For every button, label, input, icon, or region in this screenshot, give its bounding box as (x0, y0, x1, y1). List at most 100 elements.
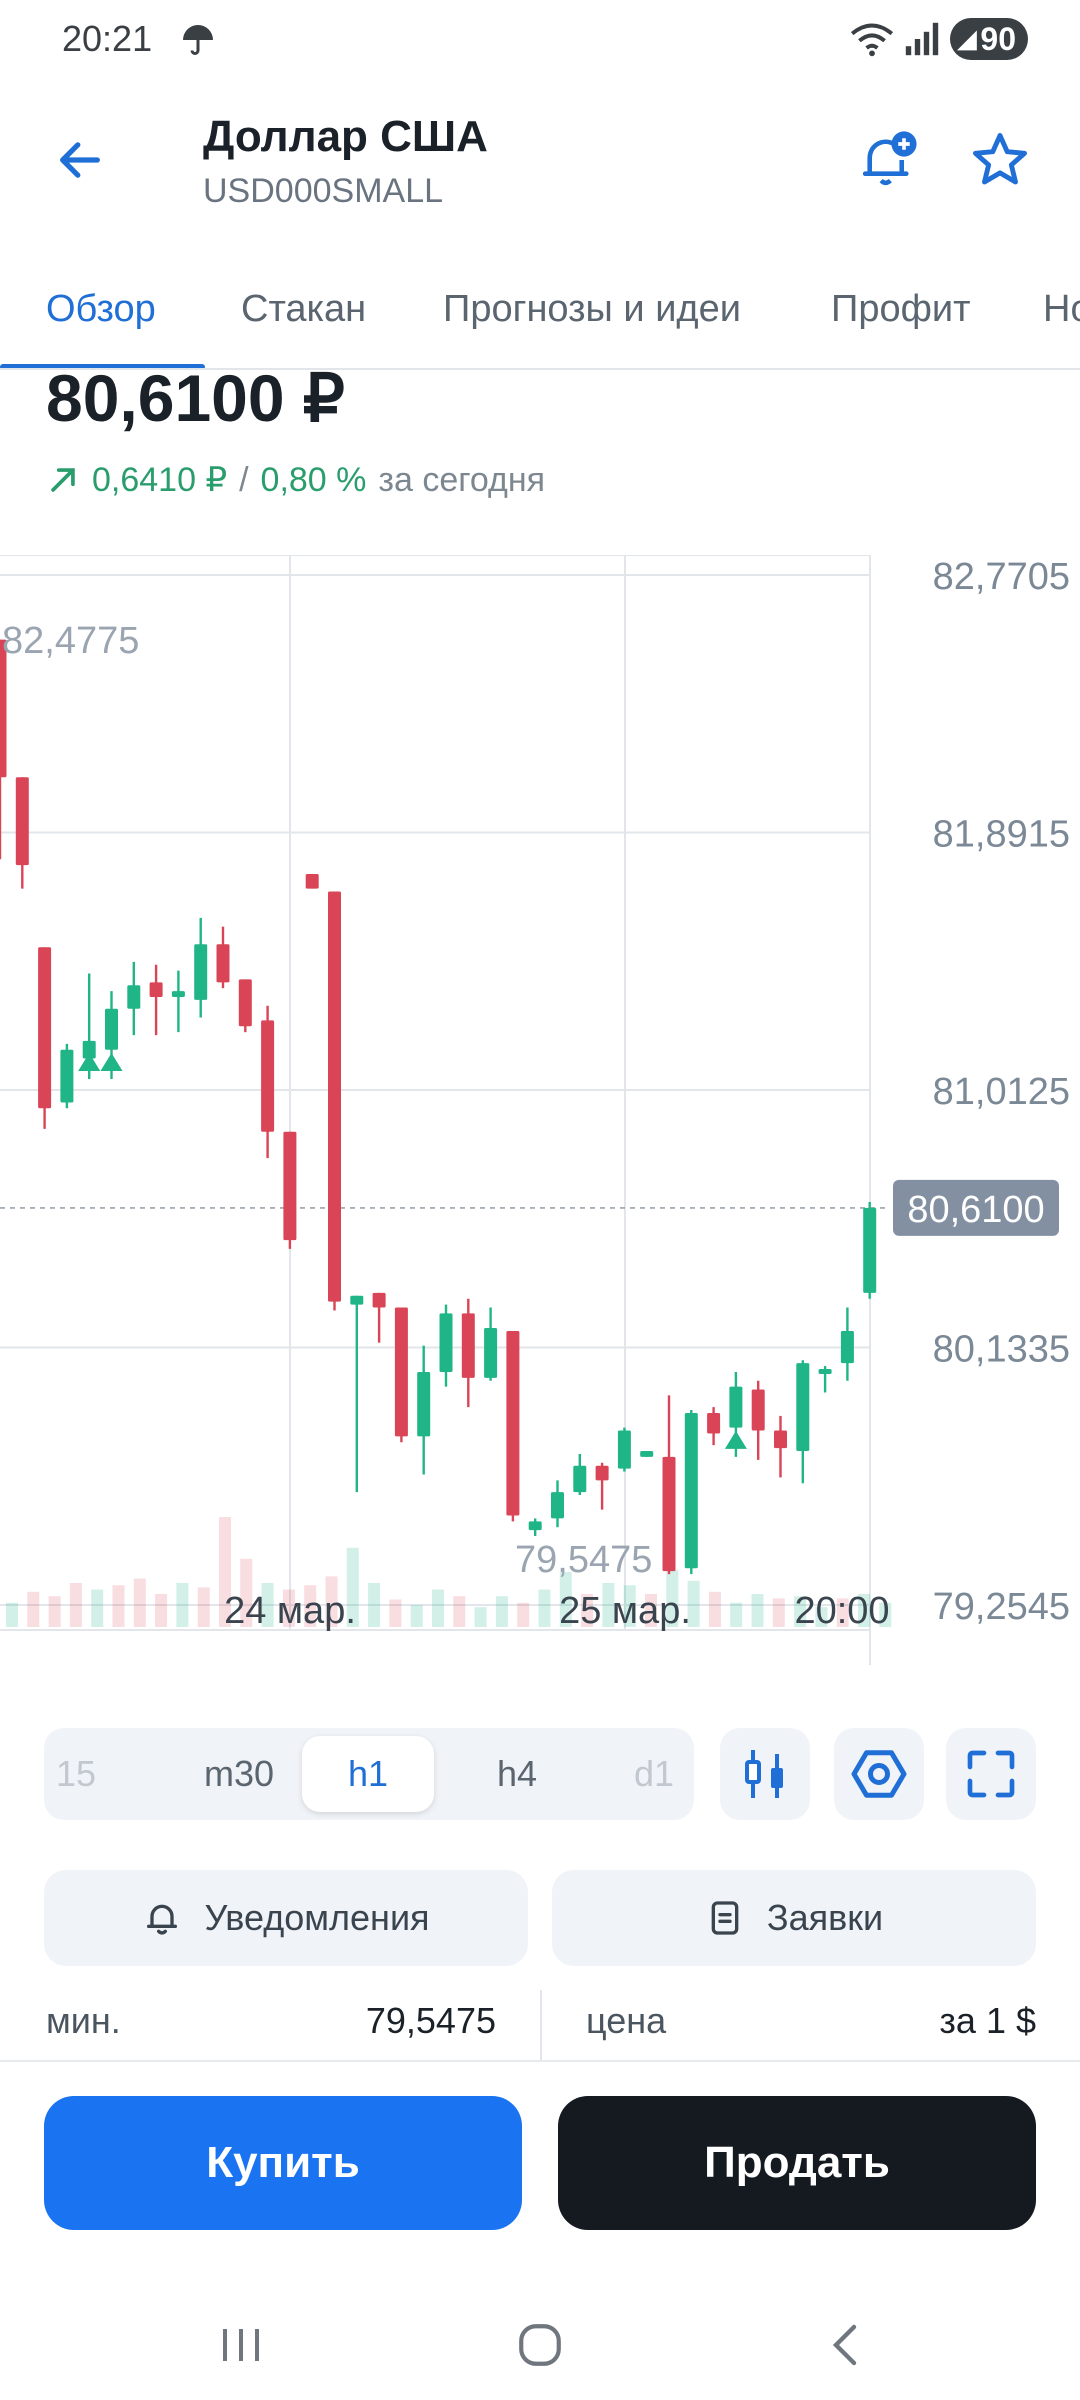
volume-bar (751, 1594, 764, 1627)
min-label: мин. (46, 2000, 121, 2041)
timeframe-d1[interactable]: d1 (633, 1753, 675, 1794)
change-separator: / (239, 460, 249, 499)
orders-label: Заявки (766, 1897, 884, 1938)
document-icon (711, 1901, 739, 1935)
candle-body (283, 1131, 297, 1241)
price-axis-label: 81,0125 (933, 1071, 1070, 1113)
volume-bar (346, 1547, 359, 1627)
tab-orderbook[interactable]: Стакан (241, 288, 367, 330)
volume-bar (474, 1607, 487, 1627)
sell-button[interactable]: Продать (558, 2096, 1036, 2230)
trade-marker (78, 1053, 101, 1072)
stats-divider (540, 1990, 542, 2060)
fullscreen-button[interactable] (946, 1728, 1036, 1820)
tab-profit[interactable]: Профит (831, 288, 971, 330)
volume-bar (48, 1596, 61, 1627)
price-chart[interactable]: 82,7705 81,8915 81,0125 80,1335 79,2545 24 ма… (0, 554, 1080, 1665)
candle-body (640, 1451, 654, 1457)
volume-bar (389, 1599, 402, 1627)
favorite-button[interactable] (964, 124, 1036, 196)
candle-body (573, 1465, 587, 1493)
back-icon (832, 2324, 857, 2366)
volume-bar (794, 1596, 807, 1627)
tab-news[interactable]: Но (1043, 288, 1080, 330)
candle-body (662, 1456, 676, 1572)
tab-overview[interactable]: Обзор (46, 288, 156, 330)
volume-bar (219, 1517, 231, 1627)
add-alert-button[interactable] (852, 124, 924, 196)
back-arrow-icon (60, 142, 100, 178)
price-unit-label: цена (586, 2000, 667, 2041)
volume-bar (602, 1583, 615, 1627)
candle-body (216, 944, 230, 983)
bell-plus-icon (862, 131, 917, 186)
volume-bar (176, 1583, 189, 1627)
volume-bar (27, 1591, 40, 1627)
candle-body (528, 1521, 542, 1531)
buy-button[interactable]: Купить (44, 2096, 522, 2230)
volume-bar (368, 1583, 381, 1627)
chart-type-button[interactable] (720, 1728, 810, 1820)
volume-bar (112, 1585, 125, 1627)
volume-bar (517, 1602, 530, 1627)
battery-level: 90 (980, 20, 1016, 57)
timeframe-m30[interactable]: m30 (203, 1753, 275, 1794)
recents-button[interactable] (201, 2310, 281, 2380)
candle-body (171, 991, 185, 997)
candle-body (15, 777, 29, 866)
min-value: 79,5475 (365, 2000, 496, 2041)
home-button[interactable] (500, 2310, 580, 2380)
app-header: Доллар США USD000SMALL (0, 100, 1080, 220)
candle-body (729, 1386, 743, 1428)
candle-body (82, 1040, 96, 1059)
change-absolute: 0,6410 ₽ (92, 461, 228, 499)
timeframe-h1[interactable]: h1 (302, 1736, 434, 1812)
fullscreen-icon (967, 1750, 1015, 1798)
candle-body (149, 982, 163, 997)
timeframe-m15[interactable]: 15 (55, 1753, 97, 1794)
candle-body (707, 1412, 721, 1434)
back-button[interactable] (48, 128, 112, 192)
price-change: 0,6410 ₽ / 0,80 % за сегодня (46, 460, 545, 500)
volume-bar (6, 1602, 18, 1627)
volume-bar (133, 1578, 146, 1627)
timeframe-selector: 15 m30 h1 h4 d1 (44, 1728, 694, 1820)
candle-body (417, 1371, 431, 1437)
price-axis-label: 80,1335 (933, 1329, 1070, 1371)
candle-body (194, 944, 208, 1000)
change-percent: 0,80 % (260, 460, 367, 499)
candle-body (394, 1307, 408, 1437)
candlestick-chart[interactable]: 82,7705 81,8915 81,0125 80,1335 79,2545 24 ма… (0, 554, 1080, 1665)
indicators-icon (851, 1750, 907, 1798)
umbrella-icon (183, 25, 213, 55)
indicators-button[interactable] (834, 1728, 924, 1820)
system-back-button[interactable] (806, 2310, 886, 2380)
candle-body (0, 639, 7, 778)
volume-bar (687, 1580, 700, 1627)
volume-bar (666, 1569, 679, 1627)
signal-icon (905, 22, 939, 56)
volume-bar (261, 1583, 274, 1627)
candle-body (506, 1330, 520, 1516)
alerts-button[interactable]: Уведомления (44, 1870, 528, 1966)
volume-bar (282, 1589, 295, 1627)
volume-bar (69, 1583, 82, 1627)
timeframe-h4[interactable]: h4 (496, 1753, 538, 1794)
candle-body (796, 1363, 810, 1452)
candle-body (372, 1292, 386, 1308)
candle-body (684, 1412, 698, 1569)
recents-icon (223, 2329, 259, 2361)
price-axis-label: 79,2545 (933, 1586, 1070, 1628)
candle-body (305, 873, 319, 889)
tab-forecasts[interactable]: Прогнозы и идеи (443, 288, 741, 330)
volume-bar (815, 1607, 828, 1627)
alerts-label: Уведомления (204, 1897, 430, 1938)
stats-bottom-divider (0, 2060, 1080, 2062)
price-unit-value: за 1 $ (939, 2000, 1036, 2041)
volume-bar (645, 1594, 657, 1627)
volume-bar (304, 1585, 317, 1627)
status-bar: 20:21 ◢ 90 (0, 0, 1080, 80)
candle-body (461, 1313, 475, 1378)
orders-button[interactable]: Заявки (552, 1870, 1036, 1966)
page-title: Доллар США (203, 112, 488, 161)
